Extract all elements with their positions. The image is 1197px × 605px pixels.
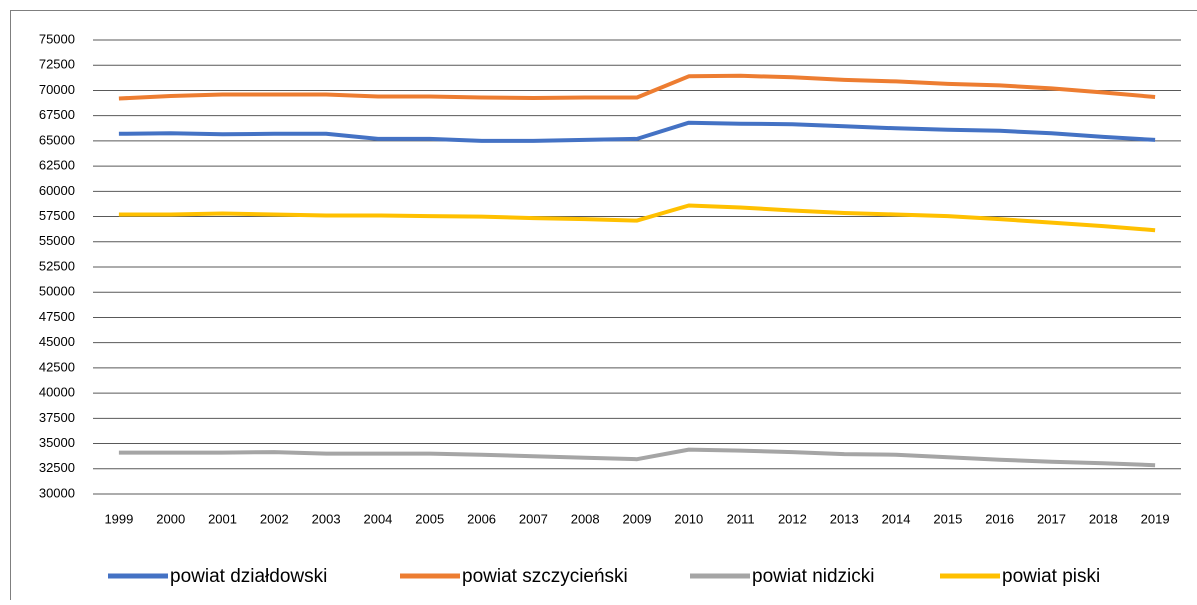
y-tick-label: 60000 <box>39 183 75 198</box>
series-line <box>119 450 1155 466</box>
series-line <box>119 76 1155 99</box>
y-tick-label: 70000 <box>39 82 75 97</box>
series-line <box>119 123 1155 141</box>
y-tick-label: 30000 <box>39 485 75 500</box>
x-tick-label: 2013 <box>830 511 859 526</box>
legend-label: powiat szczycieński <box>462 566 628 587</box>
y-tick-label: 40000 <box>39 385 75 400</box>
x-tick-label: 2018 <box>1089 511 1118 526</box>
x-tick-label: 2010 <box>674 511 703 526</box>
legend-label: powiat nidzicki <box>752 566 875 587</box>
x-tick-label: 2004 <box>363 511 392 526</box>
x-tick-label: 2008 <box>571 511 600 526</box>
x-tick-label: 2001 <box>208 511 237 526</box>
y-tick-label: 37500 <box>39 410 75 425</box>
y-tick-label: 62500 <box>39 158 75 173</box>
x-tick-label: 2007 <box>519 511 548 526</box>
x-tick-label: 2000 <box>156 511 185 526</box>
x-tick-label: 2012 <box>778 511 807 526</box>
y-tick-label: 75000 <box>39 31 75 46</box>
x-tick-label: 2002 <box>260 511 289 526</box>
x-tick-label: 2009 <box>623 511 652 526</box>
y-tick-label: 72500 <box>39 57 75 72</box>
legend-label: powiat działdowski <box>170 566 327 587</box>
legend-label: powiat piski <box>1002 566 1100 587</box>
y-tick-label: 35000 <box>39 435 75 450</box>
x-tick-label: 2016 <box>985 511 1014 526</box>
y-tick-label: 55000 <box>39 233 75 248</box>
y-tick-label: 45000 <box>39 334 75 349</box>
series-line <box>119 206 1155 231</box>
y-tick-label: 42500 <box>39 359 75 374</box>
y-tick-label: 57500 <box>39 208 75 223</box>
y-tick-label: 67500 <box>39 107 75 122</box>
y-tick-label: 52500 <box>39 258 75 273</box>
x-tick-label: 1999 <box>104 511 133 526</box>
x-tick-label: 2017 <box>1037 511 1066 526</box>
y-tick-label: 32500 <box>39 460 75 475</box>
x-tick-label: 2011 <box>727 511 755 526</box>
x-tick-label: 2006 <box>467 511 496 526</box>
x-tick-label: 2005 <box>415 511 444 526</box>
x-tick-label: 2019 <box>1141 511 1170 526</box>
y-tick-label: 47500 <box>39 309 75 324</box>
x-tick-label: 2014 <box>882 511 911 526</box>
x-tick-label: 2003 <box>312 511 341 526</box>
y-tick-label: 50000 <box>39 284 75 299</box>
y-tick-label: 65000 <box>39 132 75 147</box>
x-tick-label: 2015 <box>933 511 962 526</box>
